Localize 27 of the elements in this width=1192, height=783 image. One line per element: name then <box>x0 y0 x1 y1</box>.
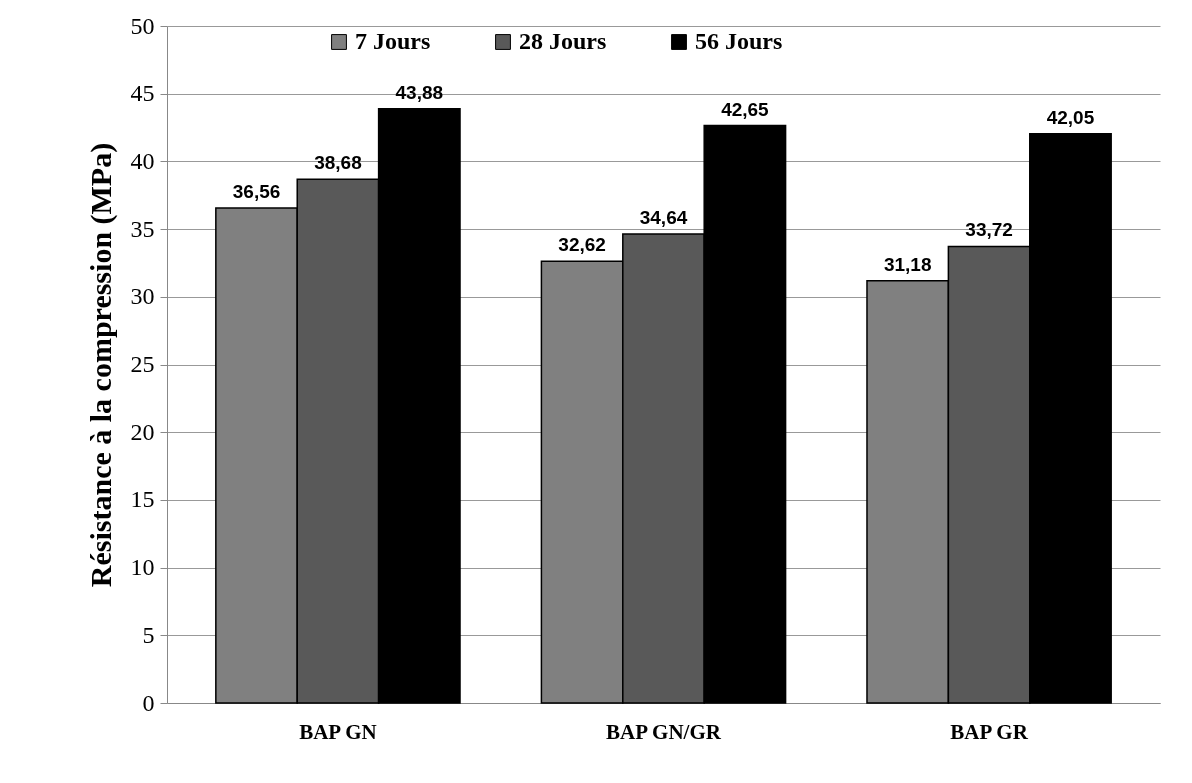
y-tick-label: 45 <box>130 80 155 107</box>
x-tick-label: BAP GR <box>950 719 1029 744</box>
x-tick-label: BAP GN/GR <box>606 719 722 744</box>
data-label: 38,68 <box>314 152 362 174</box>
y-tick-label: 15 <box>130 486 155 513</box>
data-label: 36,56 <box>232 180 281 202</box>
y-tick-label: 25 <box>130 351 155 377</box>
data-label: 33,72 <box>965 219 1013 241</box>
data-label: 43,88 <box>395 81 444 103</box>
data-label: 32,62 <box>558 234 606 256</box>
y-tick-label: 0 <box>142 689 155 716</box>
y-tick-label: 35 <box>130 215 155 242</box>
legend-label: 56 Jours <box>695 28 783 54</box>
y-tick-label: 30 <box>130 283 155 310</box>
y-axis-title: Résistance à la compression (MPa) <box>83 142 118 588</box>
x-tick-label: BAP GN <box>299 719 377 744</box>
y-tick-label: 10 <box>130 554 155 581</box>
data-label: 34,64 <box>639 206 688 228</box>
data-label: 31,18 <box>883 253 932 275</box>
y-tick-label: 5 <box>142 621 155 648</box>
legend-label: 7 Jours <box>355 28 431 54</box>
y-tick-label: 20 <box>130 418 155 445</box>
legend-label: 28 Jours <box>519 28 607 54</box>
y-tick-label: 50 <box>130 12 155 39</box>
data-label: 42,65 <box>721 98 770 120</box>
y-tick-label: 40 <box>130 147 155 174</box>
data-label: 42,05 <box>1046 106 1095 128</box>
